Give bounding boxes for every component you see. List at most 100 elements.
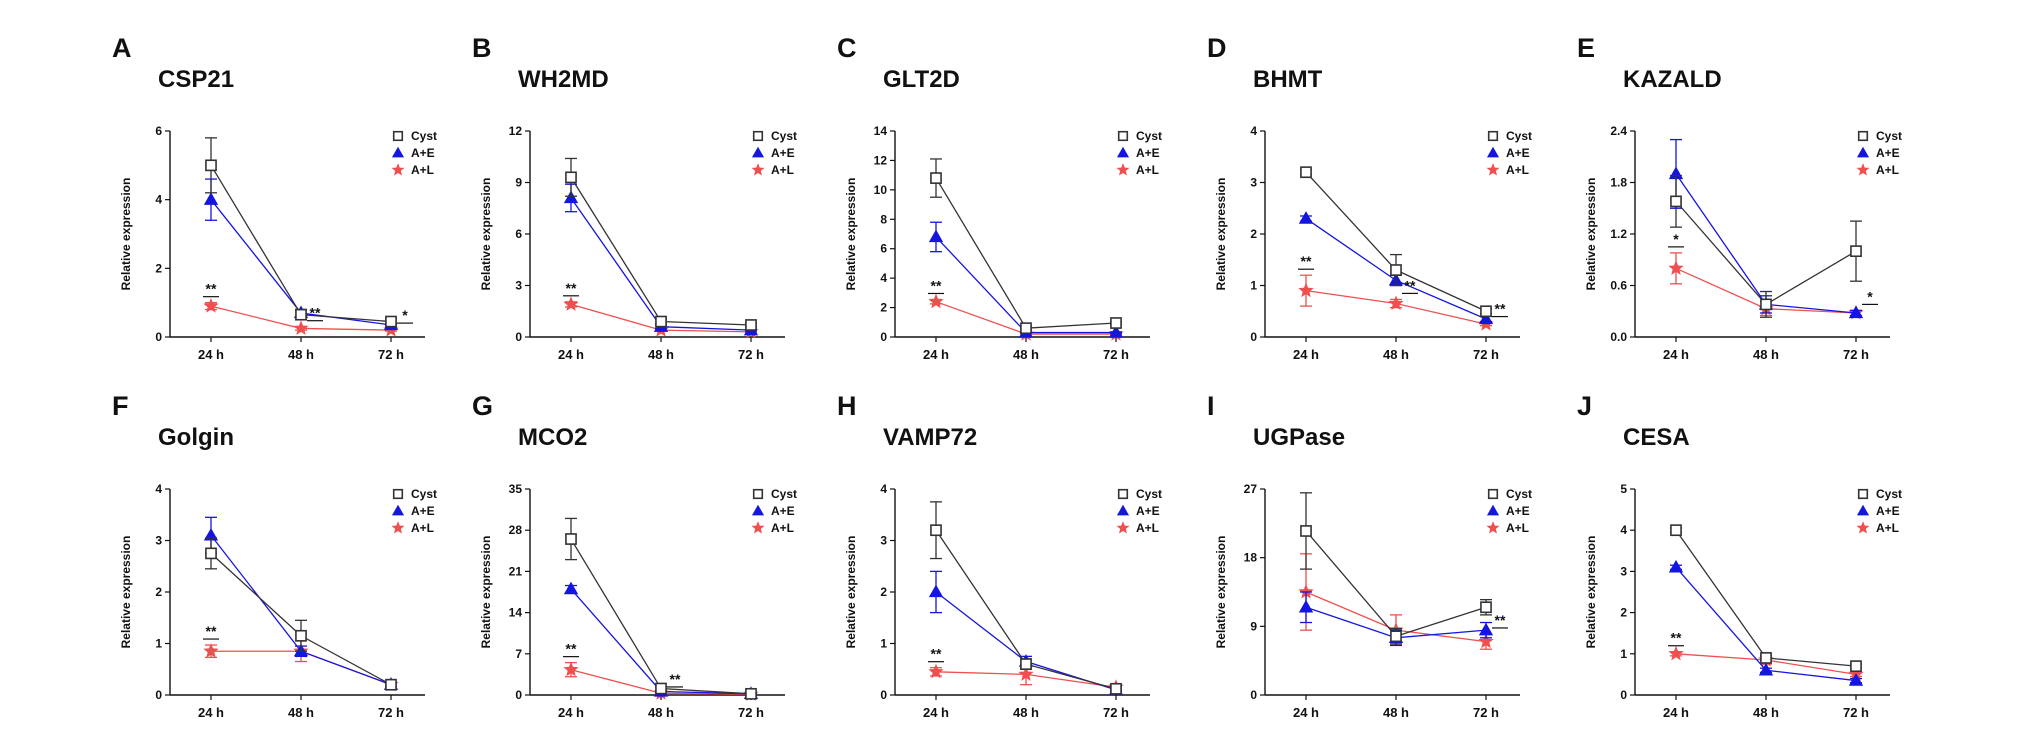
y-tick-label: 4 — [880, 482, 887, 496]
marker-al-star — [1856, 163, 1870, 176]
panel-a: A CSP21 Relative expression 0 2 4 6 24 h 48 h 72 … — [112, 33, 437, 362]
marker-al-star — [751, 521, 765, 534]
significance-label: * — [402, 307, 408, 323]
y-tick-label: 3 — [155, 534, 162, 548]
significance-label: ** — [1495, 301, 1506, 317]
legend-entry: Cyst — [1117, 487, 1162, 501]
panel-letter: A — [112, 33, 132, 63]
marker-cyst-square — [565, 171, 577, 184]
legend-label: A+L — [411, 163, 434, 177]
marker-cyst-square — [1480, 305, 1492, 318]
panel-letter: G — [472, 391, 493, 421]
marker-ae-triangle — [1478, 622, 1494, 636]
series-line — [210, 552, 392, 686]
y-tick-label: 3 — [880, 534, 887, 548]
panel-f: F Golgin Relative expression 0 1 2 3 4 24 h 48 h 7… — [112, 391, 437, 720]
y-tick-label: 12 — [874, 153, 888, 167]
legend-label: A+L — [1876, 521, 1899, 535]
y-axis-label: Relative expression — [119, 178, 133, 291]
significance-label: ** — [670, 671, 681, 687]
panel-c: C GLT2D Relative expression 0 2 4 6 8 10 12 14 24 h… — [837, 33, 1162, 362]
marker-cyst-square — [1487, 488, 1499, 500]
marker-al-star — [1298, 282, 1314, 298]
x-tick-label: 24 h — [198, 705, 224, 720]
significance-label: ** — [931, 277, 942, 293]
x-tick-label: 24 h — [923, 705, 949, 720]
legend-label: Cyst — [411, 487, 437, 501]
legend-entry: A+E — [391, 146, 435, 160]
y-tick-label: 0 — [1620, 688, 1627, 702]
marker-al-star — [1668, 260, 1684, 275]
marker-cyst-square — [205, 547, 217, 560]
y-tick-label: 4 — [1620, 523, 1627, 537]
marker-cyst-square — [1300, 525, 1312, 537]
legend-entry: Cyst — [752, 129, 797, 143]
x-tick-label: 48 h — [1383, 347, 1409, 362]
panel-letter: H — [837, 391, 857, 421]
marker-al-star — [391, 163, 405, 176]
y-tick-label: 9 — [515, 176, 522, 190]
series-line — [570, 538, 752, 695]
marker-al-star — [1298, 583, 1314, 599]
legend-label: A+E — [771, 146, 795, 160]
y-tick-label: 0 — [155, 688, 162, 702]
y-tick-label: 2 — [1620, 606, 1627, 620]
legend-entry: A+E — [1486, 504, 1530, 518]
y-tick-label: 6 — [155, 124, 162, 138]
marker-ae-triangle — [1848, 305, 1864, 319]
legend-label: A+E — [411, 504, 435, 518]
x-tick-label: 72 h — [1843, 705, 1869, 720]
legend-entry: A+E — [391, 504, 435, 518]
marker-al-star — [1486, 163, 1500, 176]
legend-entry: Cyst — [1117, 129, 1162, 143]
marker-cyst-square — [752, 488, 764, 500]
legend-entry: A+L — [1856, 521, 1899, 535]
y-tick-label: 4 — [155, 482, 162, 496]
y-tick-label: 10 — [874, 183, 888, 197]
series-cyst — [1670, 524, 1862, 673]
legend-entry: Cyst — [1487, 129, 1532, 143]
panel-e: E KAZALD Relative expression 0.0 0.6 1.2 1.8 2.… — [1577, 33, 1902, 362]
chart-title: MCO2 — [518, 424, 587, 451]
x-tick-label: 72 h — [738, 347, 764, 362]
series-cyst — [1670, 174, 1862, 318]
y-tick-label: 14 — [874, 124, 888, 138]
marker-ae-triangle — [1856, 504, 1870, 516]
panel-i: I UGPase Relative expression 0 9 18 27 24 h 48 h… — [1207, 391, 1532, 720]
legend-label: A+L — [1506, 163, 1529, 177]
chart-title: GLT2D — [883, 66, 960, 93]
y-tick-label: 1 — [880, 637, 887, 651]
y-tick-label: 0 — [880, 688, 887, 702]
series-line — [570, 197, 752, 331]
legend-entry: A+L — [391, 521, 434, 535]
legend-entry: A+L — [751, 163, 794, 177]
series-cyst — [205, 537, 397, 691]
marker-al-star — [203, 643, 219, 658]
panel-letter: I — [1207, 391, 1215, 421]
x-tick-label: 72 h — [1473, 347, 1499, 362]
legend-label: A+E — [1136, 146, 1160, 160]
legend-label: A+E — [1876, 146, 1900, 160]
significance-label: ** — [310, 305, 321, 321]
series-cyst — [565, 517, 757, 700]
legend-label: A+L — [771, 521, 794, 535]
marker-al-star — [751, 163, 765, 176]
x-tick-label: 48 h — [1383, 705, 1409, 720]
legend-label: A+L — [1136, 163, 1159, 177]
marker-cyst-square — [385, 315, 397, 328]
marker-al-star — [1018, 666, 1034, 681]
marker-ae-triangle — [391, 504, 405, 516]
legend-entry: A+E — [751, 504, 795, 518]
y-tick-label: 4 — [155, 193, 162, 207]
x-tick-label: 72 h — [1473, 705, 1499, 720]
marker-ae-triangle — [1486, 146, 1500, 158]
series-cyst — [1300, 166, 1492, 318]
panel-letter: C — [837, 33, 857, 63]
legend-entry: A+E — [1856, 146, 1900, 160]
legend-label: Cyst — [1136, 129, 1162, 143]
marker-cyst-square — [1670, 524, 1682, 537]
x-tick-label: 24 h — [1293, 347, 1319, 362]
y-axis-label: Relative expression — [479, 536, 493, 649]
marker-cyst-square — [1850, 245, 1862, 258]
